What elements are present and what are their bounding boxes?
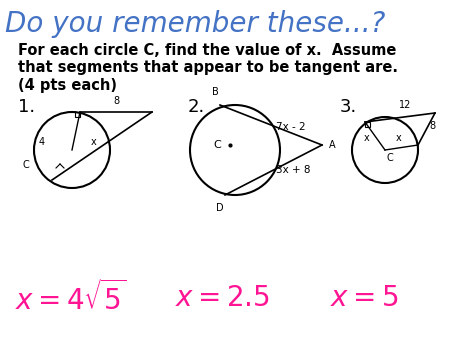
Text: $x = 2.5$: $x = 2.5$ [175,285,270,312]
Text: 8: 8 [113,96,119,106]
Text: 12: 12 [399,99,411,110]
Text: 4: 4 [39,137,45,147]
Bar [75,112,80,117]
Text: $x = 5$: $x = 5$ [330,285,398,312]
Text: 3.: 3. [340,98,357,116]
Text: x: x [364,133,370,143]
Text: 1.: 1. [18,98,35,116]
Text: C: C [213,140,221,150]
Text: 2.: 2. [188,98,205,116]
Text: 7x - 2: 7x - 2 [276,122,306,132]
Text: Do you remember these...?: Do you remember these...? [5,10,385,38]
Text: B: B [212,87,218,97]
Text: C: C [387,153,393,163]
Text: A: A [329,140,336,150]
Text: 8: 8 [429,121,436,131]
Text: D: D [216,203,224,213]
Text: $x = 4\sqrt{5}$: $x = 4\sqrt{5}$ [15,280,127,316]
Text: x: x [91,137,97,147]
Bar [365,122,370,127]
Text: x: x [396,133,402,143]
Text: C: C [22,160,29,170]
Text: For each circle C, find the value of x.  Assume
that segments that appear to be : For each circle C, find the value of x. … [18,43,398,93]
Text: 3x + 8: 3x + 8 [276,165,311,175]
